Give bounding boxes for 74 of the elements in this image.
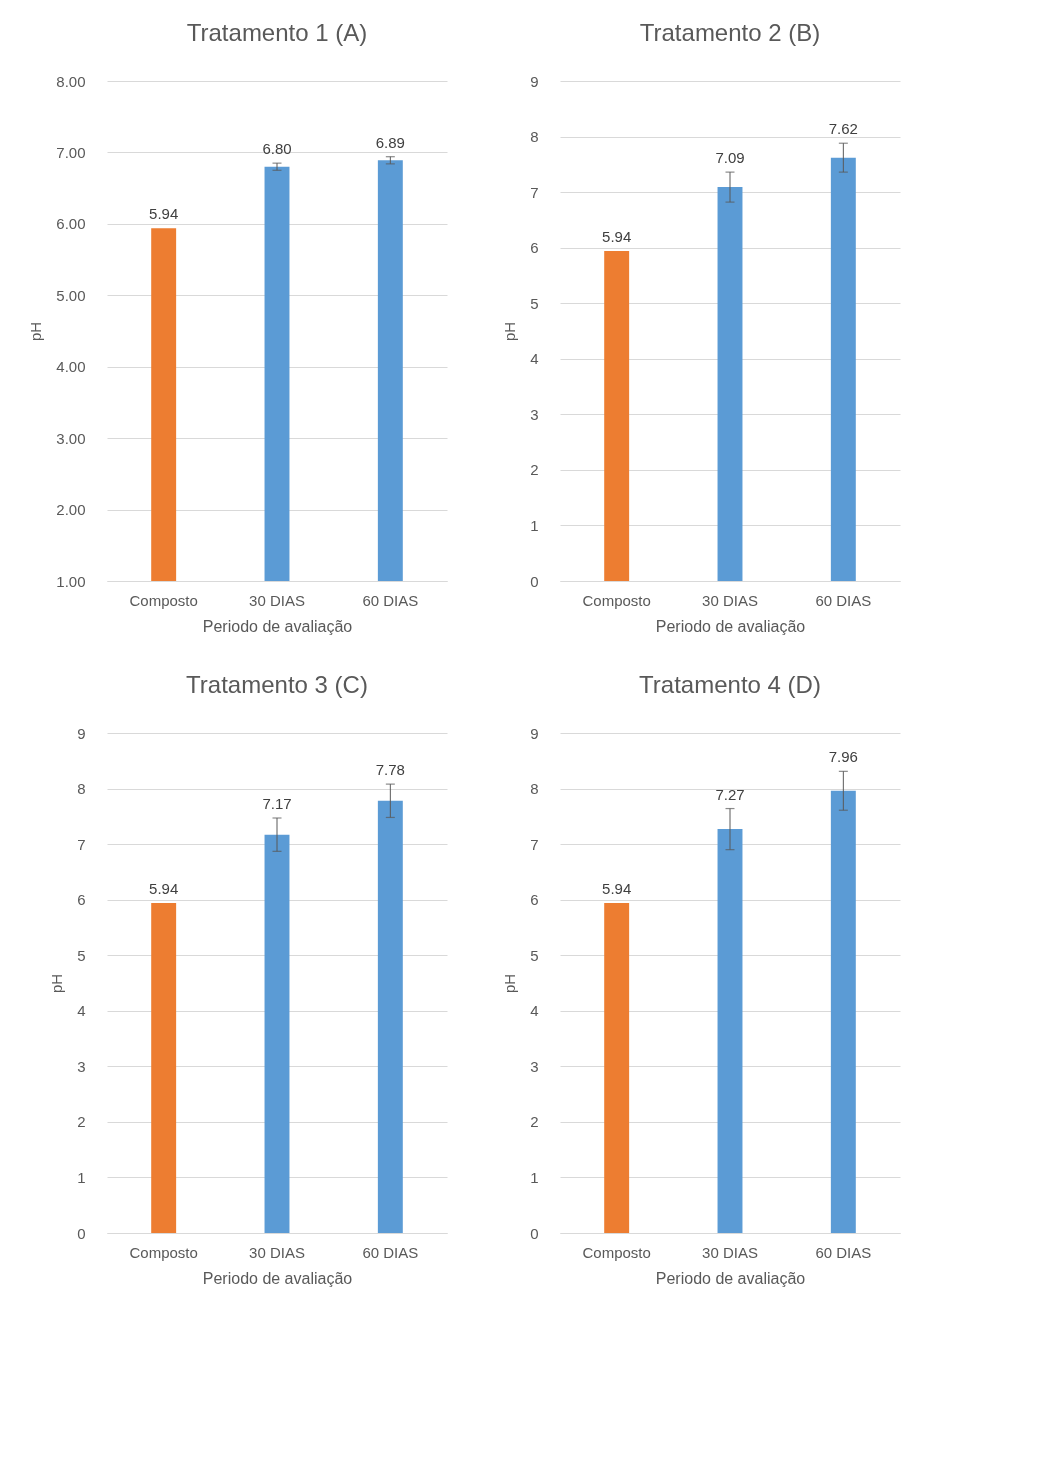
y-tick-label: 1.00	[56, 572, 86, 590]
chart-title: Tratamento 1 (A)	[186, 19, 368, 46]
data-label: 5.94	[602, 880, 632, 897]
y-tick-label: 4.00	[56, 358, 86, 376]
data-label: 7.27	[715, 785, 745, 803]
data-label: 7.62	[828, 120, 858, 138]
y-tick-label: 2	[530, 461, 539, 479]
y-tick-label: 0	[530, 1224, 539, 1242]
y-tick-label: 1	[77, 1168, 86, 1186]
y-tick-label: 0	[530, 572, 539, 590]
y-axis-title: pH	[501, 973, 519, 994]
y-tick-label: 9	[77, 724, 86, 742]
data-label: 7.96	[828, 748, 858, 766]
x-tick-label: 60 DIAS	[362, 591, 419, 609]
x-axis-title: Periodo de avaliação	[202, 617, 353, 635]
y-tick-label: 3	[530, 1057, 539, 1075]
data-label: 7.78	[375, 761, 405, 779]
x-tick-label: 60 DIAS	[815, 591, 872, 609]
data-label: 7.09	[715, 149, 745, 167]
data-label: 7.17	[262, 795, 292, 812]
y-tick-label: 4	[530, 350, 539, 368]
data-label: 5.94	[149, 880, 179, 897]
y-axis-title: pH	[501, 321, 519, 342]
x-tick-label: Composto	[582, 1243, 651, 1261]
x-tick-label: 30 DIAS	[249, 1243, 305, 1261]
y-tick-label: 7	[77, 835, 86, 853]
y-tick-label: 7	[530, 183, 539, 201]
y-tick-label: 8	[530, 780, 539, 798]
data-label: 6.89	[375, 133, 405, 151]
y-tick-label: 4	[530, 1002, 539, 1020]
y-axis-title: pH	[27, 321, 45, 342]
x-axis-title: Periodo de avaliação	[202, 1269, 353, 1287]
y-tick-label: 2.00	[56, 501, 86, 519]
chart-title: Tratamento 3 (C)	[186, 671, 368, 698]
x-tick-label: Composto	[129, 591, 198, 609]
y-tick-label: 2	[530, 1113, 539, 1131]
x-axis-title: Periodo de avaliação	[655, 1269, 806, 1287]
y-tick-label: 3	[77, 1057, 86, 1075]
y-tick-label: 5	[77, 946, 86, 964]
y-axis-title: pH	[48, 973, 66, 994]
y-tick-label: 5	[530, 946, 539, 964]
y-tick-label: 3	[530, 405, 539, 423]
y-tick-label: 1	[530, 1168, 539, 1186]
y-tick-label: 6	[77, 891, 86, 909]
data-label: 5.94	[149, 205, 179, 223]
data-label: 5.94	[602, 228, 632, 245]
y-tick-label: 4	[77, 1002, 86, 1020]
y-tick-label: 6	[530, 239, 539, 257]
y-tick-label: 9	[530, 724, 539, 742]
y-tick-label: 5.00	[56, 286, 86, 304]
y-tick-label: 8	[77, 780, 86, 798]
y-tick-label: 6.00	[56, 215, 86, 233]
y-tick-label: 8	[530, 128, 539, 146]
x-tick-label: 30 DIAS	[249, 591, 305, 609]
chart-title: Tratamento 2 (B)	[639, 19, 821, 46]
y-tick-label: 7.00	[56, 143, 86, 161]
y-tick-label: 7	[530, 835, 539, 853]
y-tick-label: 5	[530, 294, 539, 312]
chart-title: Tratamento 4 (D)	[639, 671, 821, 698]
y-tick-label: 9	[530, 72, 539, 90]
y-tick-label: 8.00	[56, 72, 86, 90]
x-tick-label: Composto	[129, 1243, 198, 1261]
data-label: 6.80	[262, 140, 292, 158]
x-axis-title: Periodo de avaliação	[655, 617, 806, 635]
y-tick-label: 2	[77, 1113, 86, 1131]
y-tick-label: 6	[530, 891, 539, 909]
y-tick-label: 0	[77, 1224, 86, 1242]
y-tick-label: 1	[530, 516, 539, 534]
x-tick-label: 30 DIAS	[702, 591, 758, 609]
x-tick-label: 30 DIAS	[702, 1243, 758, 1261]
x-tick-label: 60 DIAS	[815, 1243, 872, 1261]
y-tick-label: 3.00	[56, 429, 86, 447]
x-tick-label: Composto	[582, 591, 651, 609]
x-tick-label: 60 DIAS	[362, 1243, 419, 1261]
